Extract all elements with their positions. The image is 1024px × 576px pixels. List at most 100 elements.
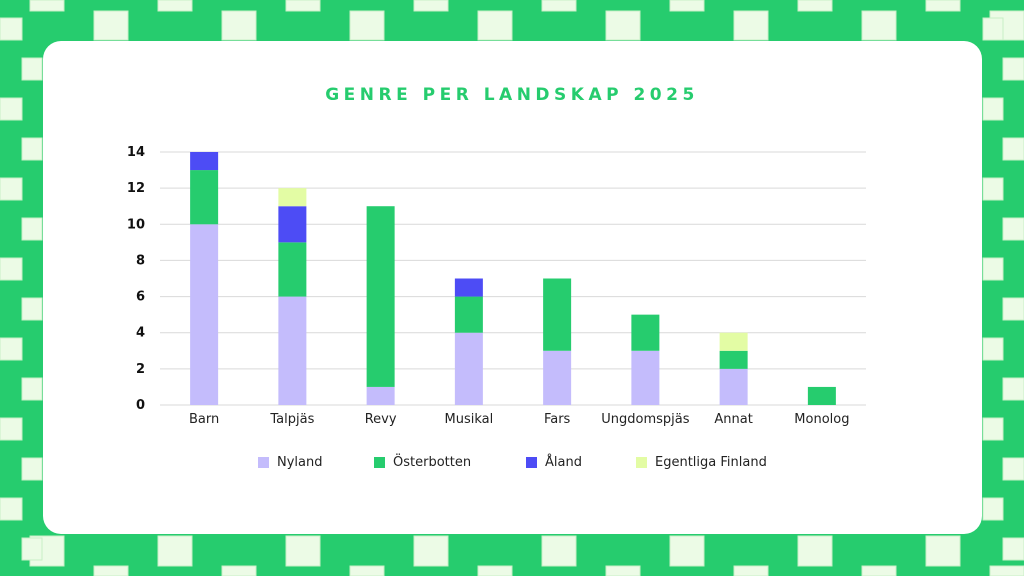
frame-tile bbox=[797, 535, 833, 567]
frame-tile bbox=[982, 257, 1004, 281]
frame-tile bbox=[285, 535, 321, 567]
frame-tile bbox=[285, 0, 321, 12]
legend-swatch bbox=[636, 457, 647, 468]
frame-tile bbox=[1002, 377, 1024, 401]
frame-tile bbox=[1002, 57, 1024, 81]
frame-tile bbox=[1002, 217, 1024, 241]
y-tick-label: 0 bbox=[136, 398, 145, 413]
frame-tile bbox=[0, 257, 23, 281]
frame-tile bbox=[797, 0, 833, 12]
y-tick-label: 12 bbox=[127, 181, 145, 196]
frame-tile bbox=[982, 97, 1004, 121]
frame-tile bbox=[413, 535, 449, 567]
bar-segment bbox=[366, 206, 395, 387]
legend-swatch bbox=[258, 457, 269, 468]
frame-tile bbox=[221, 565, 257, 576]
frame-tile bbox=[21, 137, 43, 161]
frame-tile bbox=[477, 565, 513, 576]
bar-segment bbox=[543, 278, 572, 351]
chart-legend: Nyland Österbotten Åland Egentliga Finland bbox=[0, 455, 1024, 475]
frame-tile bbox=[989, 565, 1024, 576]
bar-segment bbox=[719, 350, 748, 369]
bar-segment bbox=[278, 206, 307, 243]
y-tick-label: 14 bbox=[127, 145, 145, 160]
frame-tile bbox=[925, 0, 961, 12]
x-tick-label: Monolog bbox=[794, 412, 849, 427]
frame-tile bbox=[0, 497, 23, 521]
x-tick-label: Fars bbox=[544, 412, 571, 427]
frame-tile bbox=[982, 417, 1004, 441]
frame-tile bbox=[982, 177, 1004, 201]
bar-segment bbox=[543, 350, 572, 405]
y-tick-label: 2 bbox=[136, 362, 145, 377]
legend-item: Egentliga Finland bbox=[636, 455, 767, 470]
legend-swatch bbox=[374, 457, 385, 468]
frame-tile bbox=[29, 0, 65, 12]
bar-segment bbox=[631, 350, 660, 405]
frame-tile bbox=[0, 17, 23, 41]
bar-segment bbox=[278, 242, 307, 297]
frame-tile bbox=[541, 535, 577, 567]
x-tick-label: Ungdomspjäs bbox=[601, 412, 689, 427]
bar-segment bbox=[454, 332, 483, 405]
frame-tile bbox=[1002, 537, 1024, 561]
bar-segment bbox=[366, 386, 395, 405]
frame-tile bbox=[413, 0, 449, 12]
x-tick-label: Annat bbox=[714, 412, 752, 427]
frame-tile bbox=[221, 10, 257, 41]
y-tick-label: 4 bbox=[136, 326, 145, 341]
frame-tile bbox=[93, 10, 129, 41]
frame-tile bbox=[1002, 137, 1024, 161]
bar-segment bbox=[190, 170, 219, 225]
frame-tile bbox=[982, 497, 1004, 521]
legend-label: Österbotten bbox=[393, 455, 472, 470]
frame-tile bbox=[157, 0, 193, 12]
frame-tile bbox=[21, 377, 43, 401]
legend-label: Egentliga Finland bbox=[655, 455, 767, 470]
frame-tile bbox=[21, 537, 43, 561]
frame-tile bbox=[0, 97, 23, 121]
y-tick-label: 8 bbox=[136, 253, 145, 268]
bar-segment bbox=[190, 224, 219, 405]
frame-tile bbox=[0, 417, 23, 441]
frame-tile bbox=[541, 0, 577, 12]
bar-segment bbox=[631, 314, 660, 351]
frame-tile bbox=[669, 0, 705, 12]
legend-item: Nyland bbox=[258, 455, 323, 470]
frame-tile bbox=[21, 297, 43, 321]
chart-title: GENRE PER LANDSKAP 2025 bbox=[325, 85, 699, 105]
legend-label: Nyland bbox=[277, 455, 323, 470]
frame-tile bbox=[733, 565, 769, 576]
frame-tile bbox=[0, 177, 23, 201]
x-tick-label: Musikal bbox=[445, 412, 494, 427]
frame-tile bbox=[605, 10, 641, 41]
frame-tile bbox=[1002, 297, 1024, 321]
x-tick-label: Barn bbox=[189, 412, 219, 427]
frame-tile bbox=[861, 10, 897, 41]
legend-item: Österbotten bbox=[374, 455, 471, 470]
y-tick-label: 6 bbox=[136, 290, 145, 305]
legend-swatch bbox=[526, 457, 537, 468]
frame-tile bbox=[93, 565, 129, 576]
x-tick-label: Talpjäs bbox=[269, 412, 314, 427]
bar-segment bbox=[807, 386, 836, 405]
bar-segment bbox=[190, 152, 219, 171]
frame-tile bbox=[157, 535, 193, 567]
frame-tile bbox=[21, 57, 43, 81]
frame-tile bbox=[1002, 457, 1024, 481]
frame-tile bbox=[925, 535, 961, 567]
frame-tile bbox=[669, 535, 705, 567]
bar-segment bbox=[719, 368, 748, 405]
frame-tile bbox=[477, 10, 513, 41]
frame-tile bbox=[605, 565, 641, 576]
legend-item: Åland bbox=[526, 455, 582, 470]
y-tick-label: 10 bbox=[127, 217, 145, 232]
bar-segment bbox=[454, 278, 483, 297]
bar-segment bbox=[454, 296, 483, 333]
frame-tile bbox=[982, 17, 1004, 41]
bar-segment bbox=[278, 296, 307, 405]
frame-tile bbox=[349, 10, 385, 41]
frame-tile bbox=[349, 565, 385, 576]
frame-tile bbox=[21, 217, 43, 241]
